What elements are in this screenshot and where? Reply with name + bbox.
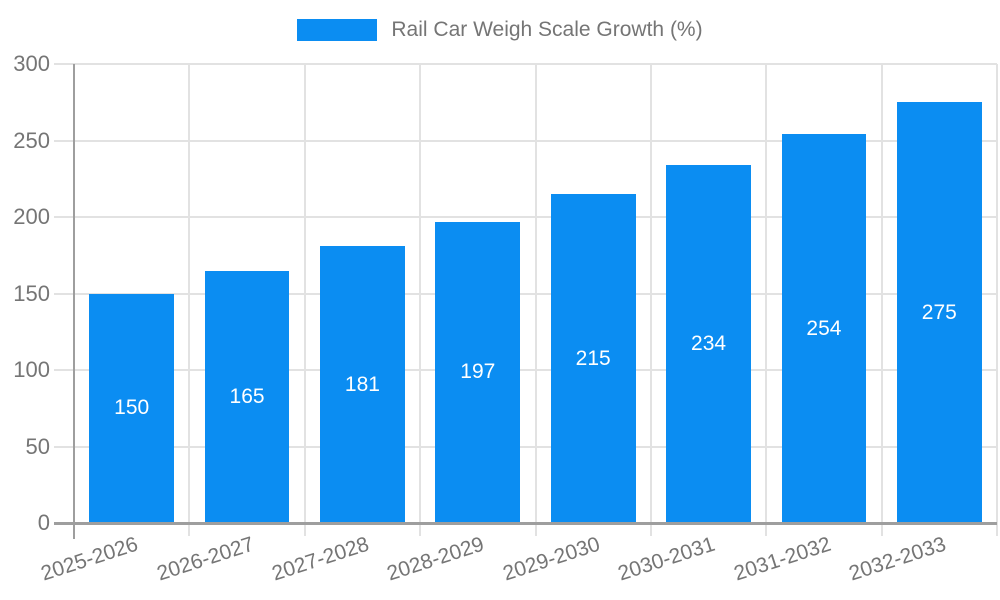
- bar[interactable]: [204, 270, 290, 523]
- gridline-vertical: [534, 64, 537, 536]
- y-axis-tick-label: 250: [13, 127, 50, 153]
- bar-value-label: 197: [460, 360, 496, 384]
- bar[interactable]: [896, 102, 982, 523]
- x-axis-tick-label: 2027-2028: [269, 532, 372, 586]
- x-axis-tick-label: 2030-2031: [615, 532, 718, 586]
- gridline-horizontal: [54, 292, 997, 295]
- y-axis-tick-label: 200: [13, 204, 50, 229]
- x-axis-tick-label: 2032-2033: [846, 532, 949, 586]
- y-axis-tick-label: 50: [25, 433, 50, 459]
- bar[interactable]: [435, 221, 521, 523]
- bar-value-label: 215: [575, 346, 611, 370]
- y-axis-tick-label: 150: [13, 280, 50, 306]
- gridline-vertical: [765, 64, 768, 536]
- bar-value-label: 150: [114, 396, 150, 420]
- gridline-vertical: [880, 64, 883, 536]
- gridline-vertical: [303, 64, 306, 536]
- bar-value-label: 181: [344, 372, 380, 396]
- bar-value-label: 254: [806, 316, 842, 340]
- legend-label: Rail Car Weigh Scale Growth (%): [391, 18, 703, 41]
- gridline-horizontal: [54, 445, 997, 448]
- gridline-horizontal: [54, 369, 997, 371]
- x-axis-tick-label: 2029-2030: [499, 532, 603, 586]
- y-axis-tick-label: 0: [37, 510, 50, 535]
- legend-swatch: [297, 19, 378, 41]
- bar-value-label: 234: [691, 331, 727, 355]
- bar[interactable]: [781, 134, 867, 523]
- bar[interactable]: [89, 293, 175, 523]
- gridline-horizontal: [54, 216, 997, 218]
- y-axis-line: [73, 64, 75, 539]
- bar[interactable]: [320, 246, 405, 523]
- y-axis-tick-label: 300: [13, 51, 50, 76]
- bar[interactable]: [666, 164, 751, 523]
- gridline-horizontal: [54, 139, 997, 142]
- x-axis-tick-label: 2031-2032: [730, 532, 834, 586]
- y-axis-tick-label: 100: [13, 357, 50, 382]
- gridline-vertical: [188, 64, 191, 536]
- legend[interactable]: Rail Car Weigh Scale Growth (%): [0, 17, 1000, 43]
- gridline-vertical: [996, 64, 998, 536]
- x-axis-tick-label: 2025-2026: [38, 532, 142, 586]
- bar-value-label: 165: [229, 384, 265, 408]
- gridline-vertical: [419, 64, 422, 536]
- x-axis-tick-label: 2026-2027: [153, 532, 257, 586]
- x-axis-tick-label: 2028-2029: [384, 532, 488, 586]
- x-axis-line: [54, 522, 997, 525]
- bar[interactable]: [550, 194, 636, 523]
- bar-value-label: 275: [921, 300, 957, 324]
- gridline-horizontal: [54, 63, 997, 65]
- gridline-vertical: [649, 64, 652, 536]
